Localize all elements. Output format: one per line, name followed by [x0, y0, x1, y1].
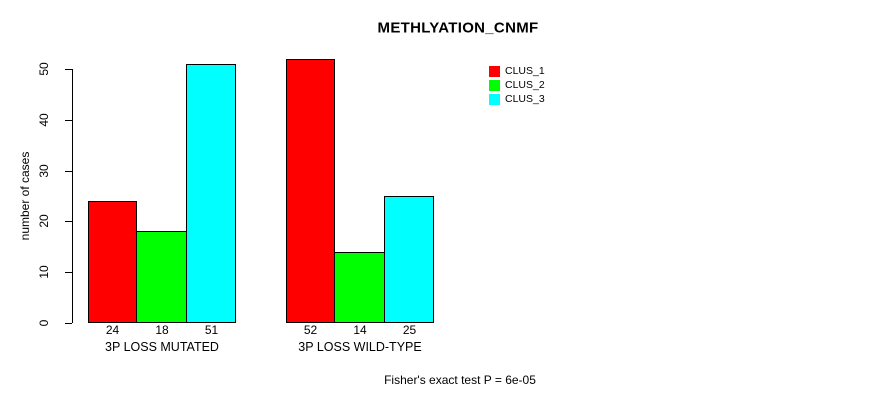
y-axis-tick [65, 120, 72, 121]
chart-title: METHLYATION_CNMF [377, 19, 539, 37]
bar-clus_1-2 [286, 59, 335, 323]
legend-label: CLUS_2 [505, 79, 545, 91]
y-tick-label: 50 [37, 62, 51, 76]
bar-value-label: 18 [155, 323, 169, 337]
legend-swatch-clus_3 [489, 93, 500, 105]
bar-clus_2-2 [334, 252, 385, 323]
bar-value-label: 52 [303, 323, 318, 337]
bar-clus_3-2 [384, 196, 434, 323]
legend-swatch-clus_2 [489, 79, 500, 91]
bar-clus_2-1 [136, 231, 187, 323]
y-axis-tick [65, 272, 72, 273]
legend-item-clus_2: CLUS_2 [489, 78, 545, 92]
y-axis-tick [65, 171, 72, 172]
legend-item-clus_1: CLUS_1 [489, 64, 545, 78]
bar-value-label: 24 [105, 323, 120, 337]
y-tick-label: 40 [37, 113, 51, 127]
y-tick-label: 0 [37, 319, 51, 327]
bar-value-label: 25 [402, 323, 417, 337]
fisher-test-annotation: Fisher's exact test P = 6e-05 [384, 373, 536, 387]
y-tick-label: 30 [37, 164, 51, 178]
legend: CLUS_1 CLUS_2 CLUS_3 [489, 64, 545, 106]
legend-label: CLUS_1 [505, 65, 545, 77]
y-axis-line [72, 69, 73, 323]
y-axis-tick [65, 323, 72, 324]
legend-swatch-clus_1 [489, 65, 500, 77]
y-tick-label: 10 [37, 265, 51, 279]
bar-value-label: 51 [204, 323, 219, 337]
bar-value-label: 14 [353, 323, 367, 337]
y-axis-tick [65, 221, 72, 222]
bar-clus_3-1 [186, 64, 236, 323]
x-category-label: 3P LOSS WILD-TYPE [298, 340, 422, 354]
y-axis-tick [65, 69, 72, 70]
legend-item-clus_3: CLUS_3 [489, 92, 545, 106]
x-category-label: 3P LOSS MUTATED [105, 340, 219, 354]
bar-clus_1-1 [88, 201, 137, 323]
legend-label: CLUS_3 [505, 93, 545, 105]
y-tick-label: 20 [37, 214, 51, 228]
